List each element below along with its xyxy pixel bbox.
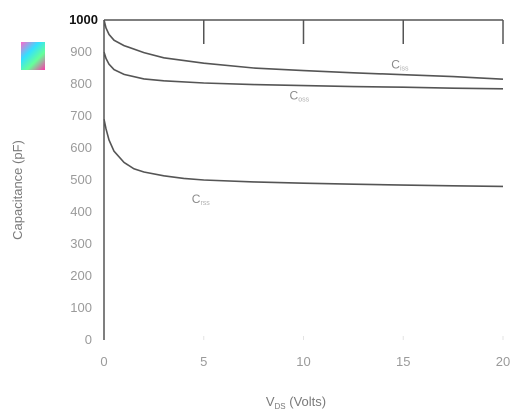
series-line-iss xyxy=(103,19,504,80)
tick-labels: 0 100 200 300 400 500 600 700 800 900 1000 0 5 10 15 20 xyxy=(69,12,510,369)
axes xyxy=(103,19,504,340)
y-tick-label: 1000 xyxy=(69,12,98,27)
x-axis-title-suffix: (Volts) xyxy=(286,394,326,409)
series-line-oss xyxy=(103,51,504,90)
series-label-oss: Coss xyxy=(290,88,310,103)
y-tick-label: 0 xyxy=(85,332,92,347)
x-tick-label: 20 xyxy=(496,354,510,369)
x-tick-label: 10 xyxy=(296,354,310,369)
curves xyxy=(103,19,504,188)
x-tick-label: 0 xyxy=(100,354,107,369)
y-tick-label: 500 xyxy=(70,172,92,187)
color-artifact xyxy=(21,42,45,70)
y-tick-label: 400 xyxy=(70,204,92,219)
y-tick-label: 100 xyxy=(70,300,92,315)
y-tick-label: 900 xyxy=(70,44,92,59)
y-tick-label: 800 xyxy=(70,76,92,91)
series-line-rss xyxy=(103,119,504,188)
series-label-main: C xyxy=(192,192,201,206)
series-label-iss: Ciss xyxy=(391,57,409,72)
x-axis-title-main: V xyxy=(266,394,275,409)
series-label-sub: iss xyxy=(400,65,409,72)
y-tick-label: 700 xyxy=(70,108,92,123)
series-label-sub: oss xyxy=(298,96,309,103)
x-axis-title: VDS (Volts) xyxy=(266,394,326,411)
series-label-sub: rss xyxy=(200,200,210,207)
y-tick-label: 600 xyxy=(70,140,92,155)
series-label-main: C xyxy=(290,88,299,102)
y-tick-label: 200 xyxy=(70,268,92,283)
x-tick-label: 5 xyxy=(200,354,207,369)
y-axis-title: Capacitance (pF) xyxy=(10,140,25,240)
series-label-rss: Crss xyxy=(192,192,211,207)
x-tick-label: 15 xyxy=(396,354,410,369)
x-axis-title-sub: DS xyxy=(275,402,286,411)
y-tick-label: 300 xyxy=(70,236,92,251)
series-label-main: C xyxy=(391,57,400,71)
